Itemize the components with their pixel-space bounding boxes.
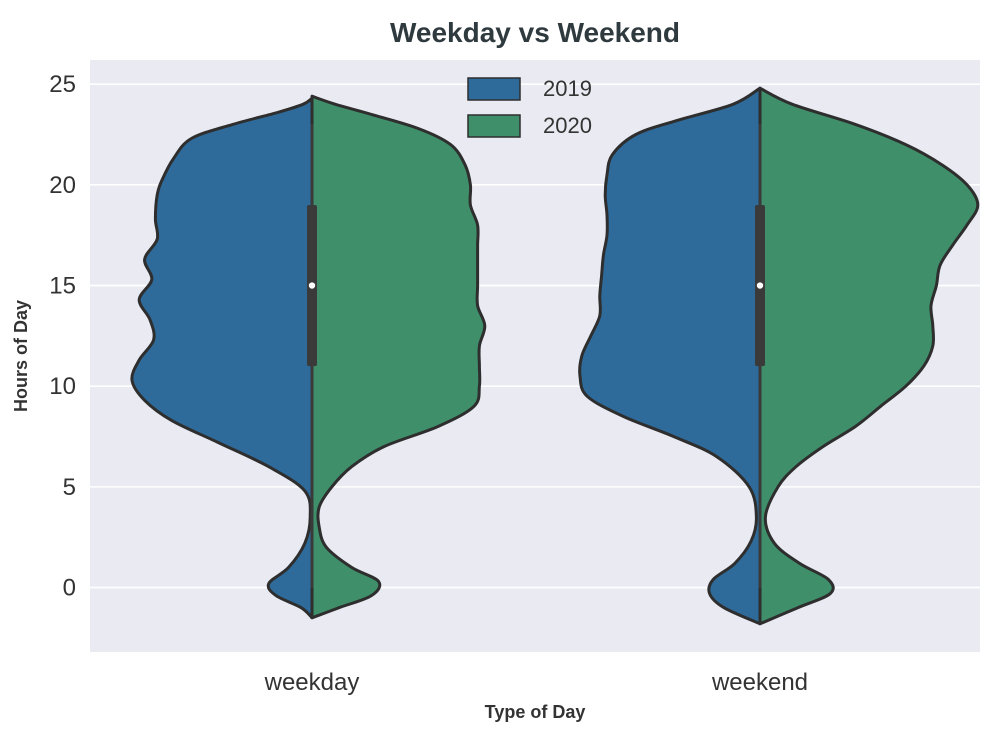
y-axis-ticks: 0 5 10 15 20 25 <box>49 71 76 601</box>
x-axis-ticks: weekday weekend <box>264 669 808 696</box>
violin-weekday-2020 <box>310 94 487 620</box>
violin-weekend-2020 <box>758 86 980 626</box>
y-tick-label-25: 25 <box>49 71 76 98</box>
y-tick-label-10: 10 <box>49 373 76 400</box>
y-axis-label: Hours of Day <box>11 300 31 412</box>
legend-swatch-2020 <box>467 114 521 138</box>
legend: 2019 2020 <box>467 76 592 138</box>
y-tick-label-20: 20 <box>49 172 76 199</box>
legend-label-2019: 2019 <box>543 76 592 101</box>
y-tick-label-15: 15 <box>49 273 76 300</box>
chart-title: Weekday vs Weekend <box>390 17 680 48</box>
legend-label-2020: 2020 <box>543 113 592 138</box>
violins <box>130 86 980 626</box>
x-tick-label-weekend: weekend <box>711 669 808 696</box>
y-tick-label-0: 0 <box>63 575 76 602</box>
violin-weekday-2019 <box>130 96 314 620</box>
median-dot-weekday <box>308 282 316 289</box>
x-axis-label: Type of Day <box>485 702 586 722</box>
median-dot-weekend <box>756 282 764 289</box>
y-tick-label-5: 5 <box>63 474 76 501</box>
legend-swatch-2019 <box>467 77 521 101</box>
x-tick-label-weekday: weekday <box>264 669 360 696</box>
violin-weekend-2019 <box>578 86 762 626</box>
